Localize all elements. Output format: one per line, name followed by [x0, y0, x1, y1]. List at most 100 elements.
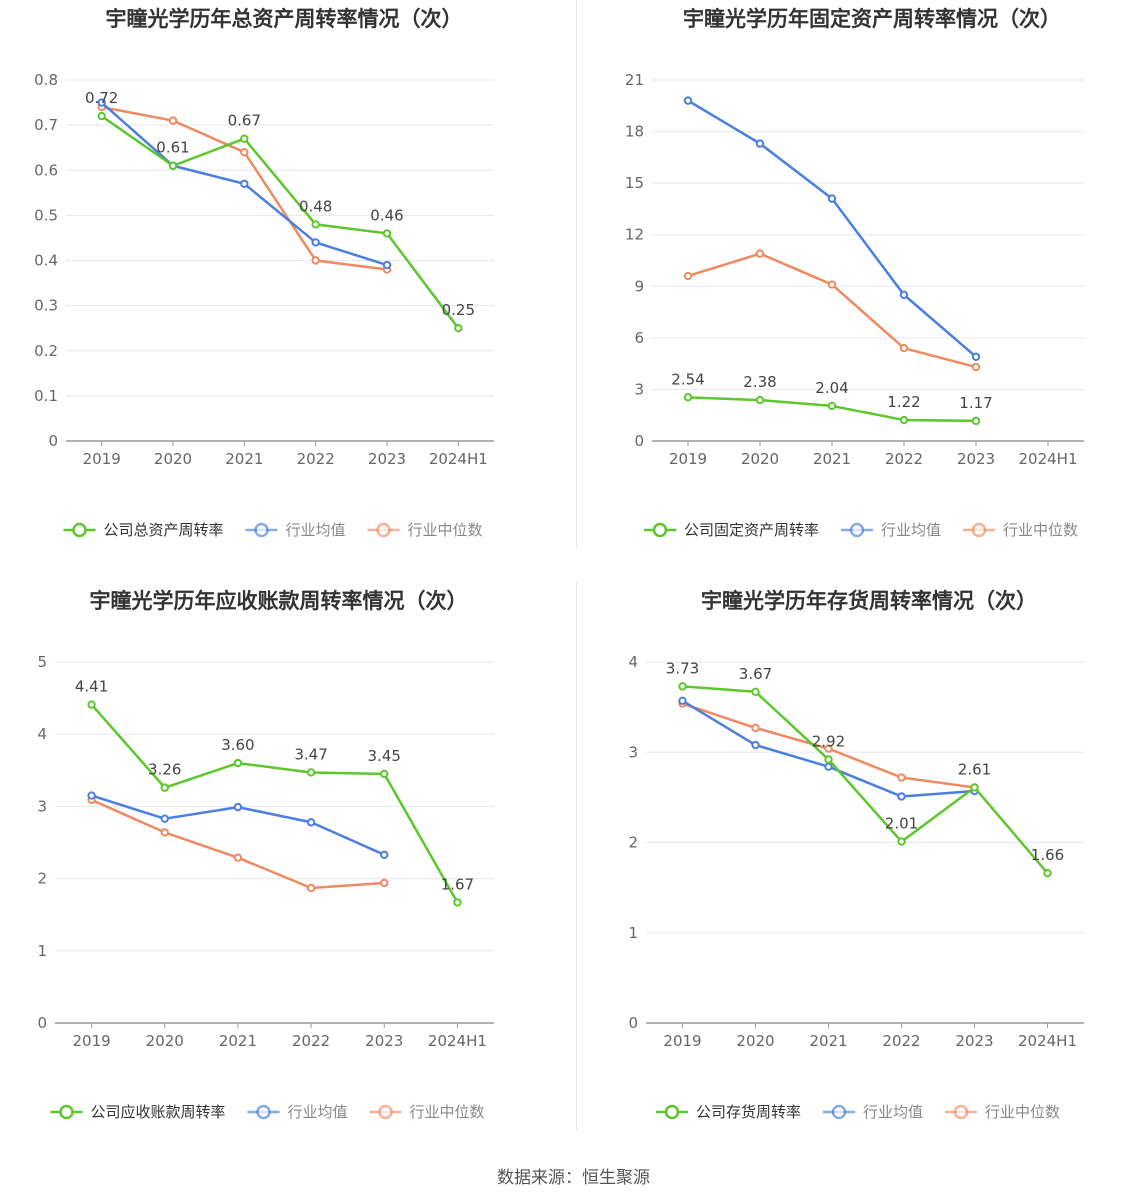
- data-point-company[interactable]: [1043, 868, 1052, 878]
- legend-item-median[interactable]: 行业中位数: [963, 521, 1078, 539]
- data-point-company[interactable]: [382, 229, 392, 238]
- legend-label: 公司总资产周转率: [104, 521, 224, 539]
- data-point-company[interactable]: [97, 111, 106, 121]
- data-point-average[interactable]: [751, 740, 760, 750]
- data-label: 0.25: [442, 301, 475, 319]
- data-point-average[interactable]: [899, 290, 909, 300]
- panel-divider-top: [576, 0, 577, 548]
- data-point-company[interactable]: [306, 768, 316, 777]
- data-point-median[interactable]: [971, 362, 981, 372]
- data-point-company[interactable]: [454, 323, 463, 333]
- data-point-average[interactable]: [240, 179, 249, 188]
- series-line-median: [91, 798, 385, 890]
- legend-item-average[interactable]: 行业均值: [823, 1103, 923, 1121]
- data-point-average[interactable]: [380, 850, 389, 859]
- legend-item-company[interactable]: 公司总资产周转率: [63, 521, 224, 539]
- data-point-median[interactable]: [380, 878, 389, 888]
- y-tick-label: 0.6: [34, 161, 58, 179]
- data-label: 4.41: [75, 678, 108, 696]
- data-point-average[interactable]: [233, 802, 243, 812]
- data-point-median[interactable]: [755, 249, 765, 258]
- data-point-median[interactable]: [233, 853, 243, 862]
- data-point-median[interactable]: [824, 744, 833, 753]
- data-point-average[interactable]: [160, 814, 169, 823]
- data-point-average[interactable]: [755, 139, 765, 148]
- data-point-company[interactable]: [168, 161, 178, 170]
- x-tick-label: 2021: [813, 450, 851, 468]
- chart-inventory-turnover: 宇瞳光学历年存货周转率情况（次） 0 1 2 3 4 2019 2020 2021 2022 202…: [580, 582, 1146, 1142]
- data-point-company[interactable]: [824, 755, 833, 764]
- data-point-company[interactable]: [970, 783, 979, 792]
- x-tick-label: 2024H1: [429, 450, 488, 468]
- legend-item-average[interactable]: 行业均值: [245, 521, 346, 539]
- data-point-average[interactable]: [311, 238, 320, 247]
- data-point-median[interactable]: [311, 256, 320, 265]
- data-point-company[interactable]: [755, 395, 765, 405]
- x-tick-label: 2022: [292, 1032, 330, 1050]
- data-point-median[interactable]: [751, 723, 760, 733]
- data-point-average[interactable]: [827, 194, 837, 203]
- data-point-average[interactable]: [382, 260, 392, 270]
- legend-item-company[interactable]: 公司存货周转率: [656, 1103, 801, 1121]
- data-point-company[interactable]: [827, 401, 837, 411]
- x-tick-label: 2023: [957, 450, 995, 468]
- legend-item-company[interactable]: 公司应收账款周转率: [50, 1103, 226, 1121]
- legend-item-median[interactable]: 行业中位数: [367, 521, 483, 539]
- data-point-median[interactable]: [899, 343, 909, 353]
- data-point-average[interactable]: [87, 791, 96, 800]
- data-point-company[interactable]: [87, 700, 96, 709]
- data-label: 1.66: [1031, 846, 1064, 864]
- y-tick-label: 1: [37, 942, 47, 960]
- data-point-median[interactable]: [827, 280, 837, 289]
- chart-title: 宇瞳光学历年总资产周转率情况（次）: [106, 7, 463, 31]
- chart-svg: 宇瞳光学历年总资产周转率情况（次） 0 0.1 0.2 0.3 0.4 0.5 0.6 0.7 0…: [34, 7, 494, 539]
- y-tick-label: 3: [37, 797, 47, 815]
- chart-title: 宇瞳光学历年应收账款周转率情况（次）: [90, 589, 468, 613]
- legend-item-median[interactable]: 行业中位数: [945, 1103, 1060, 1121]
- x-tick-label: 2022: [882, 1032, 920, 1050]
- data-point-average[interactable]: [683, 96, 693, 105]
- x-tick-label: 2022: [885, 450, 923, 468]
- x-tick-label: 2020: [146, 1032, 184, 1050]
- legend-item-company[interactable]: 公司固定资产周转率: [644, 521, 819, 539]
- data-point-company[interactable]: [751, 687, 760, 696]
- data-point-company[interactable]: [971, 416, 981, 426]
- data-point-company[interactable]: [311, 220, 320, 229]
- data-label: 1.67: [441, 875, 474, 893]
- series-line-median: [687, 252, 977, 369]
- data-point-company[interactable]: [897, 837, 906, 846]
- data-point-median[interactable]: [897, 773, 906, 782]
- data-point-company[interactable]: [380, 769, 389, 779]
- y-tick-label: 0: [628, 1014, 638, 1032]
- legend-item-average[interactable]: 行业均值: [247, 1103, 348, 1121]
- data-point-company[interactable]: [683, 393, 693, 402]
- chart-total-asset-turnover: 宇瞳光学历年总资产周转率情况（次） 0 0.1 0.2 0.3 0.4 0.5 0.6 0.7 0…: [0, 0, 566, 560]
- data-label: 2.61: [958, 760, 991, 778]
- data-point-median[interactable]: [168, 116, 178, 125]
- y-tick-label: 2: [628, 834, 638, 852]
- data-point-company[interactable]: [240, 134, 249, 143]
- legend-item-average[interactable]: 行业均值: [841, 521, 941, 539]
- data-point-average[interactable]: [824, 762, 833, 771]
- data-label: 2.54: [671, 370, 704, 388]
- legend-item-median[interactable]: 行业中位数: [369, 1103, 485, 1121]
- x-tick-label: 2019: [83, 450, 121, 468]
- data-point-average[interactable]: [897, 792, 906, 801]
- data-point-company[interactable]: [160, 783, 169, 792]
- data-point-median[interactable]: [683, 271, 693, 281]
- data-point-company[interactable]: [899, 415, 909, 425]
- data-point-company[interactable]: [453, 898, 462, 907]
- data-point-median[interactable]: [160, 828, 169, 837]
- series-line-company: [682, 685, 1049, 874]
- data-point-company[interactable]: [233, 758, 243, 768]
- data-point-median[interactable]: [240, 148, 249, 157]
- data-point-average[interactable]: [306, 818, 316, 827]
- series-line-median: [101, 105, 388, 271]
- series-line-company: [90, 703, 459, 904]
- data-point-average[interactable]: [678, 696, 687, 706]
- data-point-average[interactable]: [971, 352, 981, 361]
- data-point-median[interactable]: [306, 883, 316, 893]
- data-point-company[interactable]: [678, 682, 687, 691]
- data-point-average[interactable]: [97, 98, 106, 107]
- y-tick-label: 3: [634, 380, 644, 398]
